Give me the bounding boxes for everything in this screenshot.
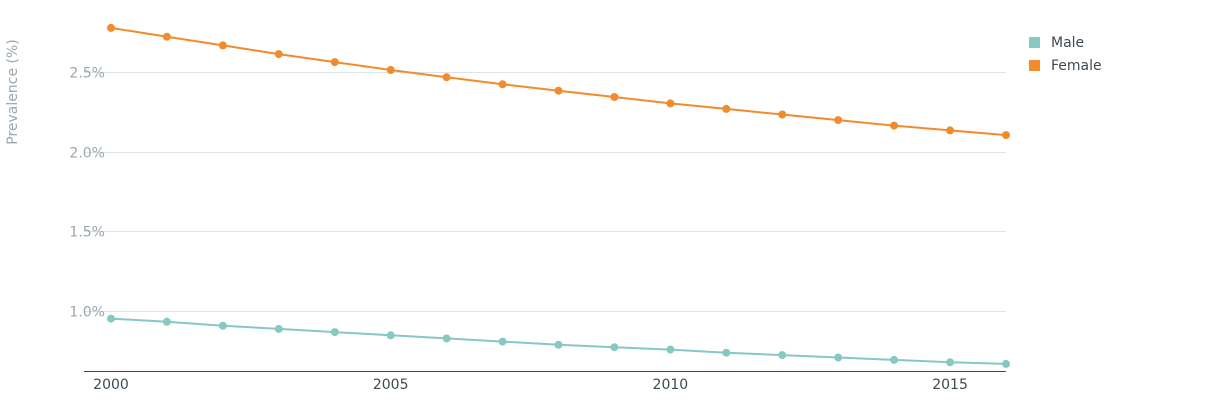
data-point-male[interactable] — [946, 358, 955, 367]
data-point-female[interactable] — [946, 126, 955, 135]
legend: Male Female — [1029, 35, 1102, 74]
data-point-male[interactable] — [890, 355, 899, 364]
x-tick-label: 2015 — [932, 377, 968, 393]
data-point-male[interactable] — [218, 321, 227, 330]
series-female — [107, 23, 1010, 140]
series-line-female — [110, 26, 1007, 137]
legend-item-female[interactable]: Female — [1029, 58, 1102, 74]
data-point-female[interactable] — [107, 23, 115, 32]
data-point-male[interactable] — [330, 328, 339, 337]
x-tick-label: 2010 — [653, 377, 689, 393]
data-point-female[interactable] — [442, 73, 451, 82]
data-point-male[interactable] — [666, 345, 675, 354]
data-point-female[interactable] — [834, 116, 843, 125]
data-point-female[interactable] — [890, 121, 899, 130]
data-point-male[interactable] — [498, 337, 507, 346]
y-tick-label: 2.5% — [69, 66, 105, 82]
data-point-male[interactable] — [610, 343, 619, 352]
gridlines — [84, 72, 1006, 312]
data-point-female[interactable] — [610, 93, 619, 101]
legend-swatch-female — [1029, 60, 1040, 71]
data-point-female[interactable] — [274, 50, 283, 59]
series-male — [107, 314, 1010, 368]
data-point-female[interactable] — [162, 32, 171, 41]
x-tick-label: 2000 — [93, 377, 129, 393]
data-point-male[interactable] — [442, 334, 451, 343]
legend-swatch-male — [1029, 37, 1040, 48]
data-point-male[interactable] — [554, 340, 563, 349]
data-point-male[interactable] — [162, 317, 171, 326]
x-axis-ticks: 2000 2005 2010 2015 — [93, 377, 968, 393]
data-point-female[interactable] — [666, 99, 675, 108]
data-point-male[interactable] — [722, 348, 731, 357]
data-point-male[interactable] — [778, 351, 787, 360]
data-point-male[interactable] — [386, 331, 395, 340]
data-point-female[interactable] — [778, 110, 787, 119]
data-point-female[interactable] — [554, 86, 563, 95]
data-point-female[interactable] — [498, 80, 507, 89]
data-point-female[interactable] — [722, 104, 731, 113]
data-point-male[interactable] — [1002, 359, 1010, 368]
data-point-female[interactable] — [330, 58, 339, 67]
legend-label-female: Female — [1051, 58, 1102, 74]
y-axis-title: Prevalence (%) — [5, 39, 21, 145]
y-tick-label: 2.0% — [69, 146, 105, 162]
legend-label-male: Male — [1051, 35, 1084, 51]
data-point-female[interactable] — [1002, 131, 1010, 140]
y-tick-label: 1.0% — [69, 305, 105, 321]
data-point-female[interactable] — [386, 66, 395, 74]
series — [107, 23, 1010, 368]
y-axis-ticks: 1.0% 1.5% 2.0% 2.5% — [69, 66, 105, 321]
data-point-male[interactable] — [107, 314, 115, 323]
data-point-female[interactable] — [218, 41, 227, 50]
data-point-male[interactable] — [274, 324, 283, 333]
y-tick-label: 1.5% — [69, 225, 105, 241]
legend-item-male[interactable]: Male — [1029, 35, 1084, 51]
x-tick-label: 2005 — [373, 377, 409, 393]
data-point-male[interactable] — [834, 353, 843, 362]
